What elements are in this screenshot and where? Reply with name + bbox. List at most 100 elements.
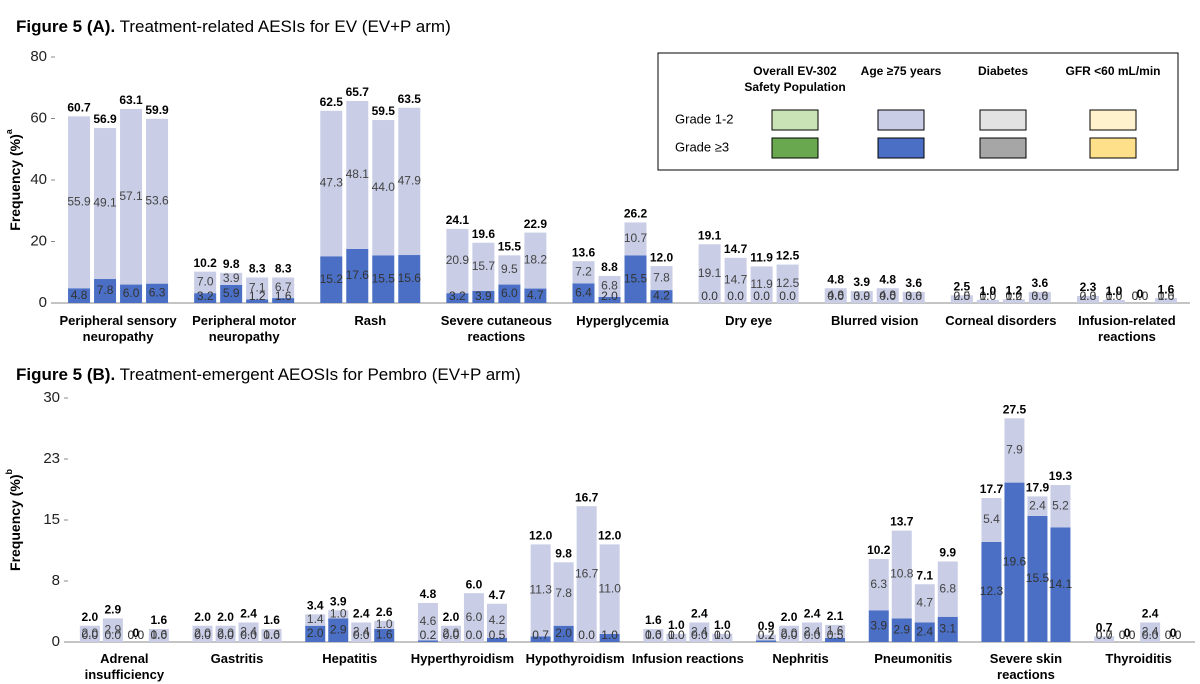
bar-grade-1-2 bbox=[440, 625, 461, 642]
bar-grade-3 bbox=[650, 290, 673, 303]
bar-grade-1-2 bbox=[976, 299, 999, 303]
total-label: 1.6 bbox=[263, 613, 280, 627]
value-label-grade-1-2: 5.2 bbox=[1052, 498, 1069, 512]
value-label-grade-3: 6.4 bbox=[575, 285, 592, 299]
bar-grade-3 bbox=[320, 256, 343, 303]
total-label: 19.6 bbox=[472, 227, 496, 241]
bar-grade-1-2 bbox=[572, 261, 595, 284]
value-label-grade-3: 0.5 bbox=[489, 628, 506, 642]
value-label-grade-1-2: 53.6 bbox=[145, 193, 169, 207]
value-label-grade-1-2: 0.0 bbox=[1165, 628, 1182, 642]
value-label-grade-1-2: 20.9 bbox=[446, 253, 470, 267]
x-tick-label: Thyroiditis bbox=[1105, 651, 1172, 666]
value-label-grade-1-2: 49.1 bbox=[93, 196, 117, 210]
value-label-grade-1-2: 1.4 bbox=[307, 612, 324, 626]
bar-grade-3 bbox=[598, 296, 621, 303]
value-label-grade-1-2: 2.4 bbox=[804, 624, 821, 638]
bar-grade-1-2 bbox=[750, 266, 773, 303]
total-label: 2.3 bbox=[1080, 280, 1097, 294]
legend-header: Age ≥75 years bbox=[860, 64, 942, 78]
value-label-grade-3: 2.9 bbox=[893, 622, 910, 636]
bar-grade-3 bbox=[891, 618, 912, 642]
y-tick-label: 60 bbox=[30, 109, 47, 126]
bar-grade-1-2 bbox=[120, 108, 143, 285]
total-label: 19.1 bbox=[698, 228, 722, 242]
bar-grade-1-2 bbox=[937, 561, 958, 617]
total-label: 19.3 bbox=[1049, 469, 1073, 483]
total-label: 9.8 bbox=[223, 257, 240, 271]
value-label-grade-1-2: 2.3 bbox=[1080, 289, 1097, 303]
bar-grade-1-2 bbox=[472, 242, 495, 292]
bar-grade-1-2 bbox=[553, 562, 574, 626]
x-tick-label: Blurred vision bbox=[831, 313, 919, 328]
y-tick-label: 23 bbox=[43, 450, 60, 467]
x-tick-label: Peripheral sensory neuropathy bbox=[59, 313, 177, 344]
y-axis-label-sup: a bbox=[4, 128, 14, 134]
value-label-grade-1-2: 6.8 bbox=[939, 581, 956, 595]
x-tick-label: Severe cutaneous reactions bbox=[440, 313, 553, 344]
value-label-grade-3: 6.0 bbox=[123, 286, 140, 300]
total-label: 2.0 bbox=[781, 610, 798, 624]
value-label-grade-1-2: 6.7 bbox=[275, 280, 292, 294]
legend-swatch bbox=[877, 109, 925, 131]
value-label-grade-1-2: 19.1 bbox=[698, 266, 722, 280]
value-label-grade-1-2: 7.8 bbox=[653, 270, 670, 284]
bar-grade-1-2 bbox=[598, 275, 621, 297]
value-label-grade-1-2: 14.7 bbox=[724, 273, 748, 287]
bar-grade-1-2 bbox=[94, 128, 117, 280]
value-label-grade-3: 0.2 bbox=[420, 628, 437, 642]
total-label: 3.6 bbox=[1031, 276, 1048, 290]
value-label-grade-3: 0.0 bbox=[240, 628, 257, 642]
value-label-grade-3: 3.1 bbox=[939, 622, 956, 636]
total-label: 2.6 bbox=[376, 605, 393, 619]
bar-grade-1-2 bbox=[643, 628, 664, 642]
bar-grade-1-2 bbox=[902, 291, 925, 303]
bar-grade-1-2 bbox=[824, 288, 847, 303]
x-tick-label: Gastritis bbox=[210, 651, 264, 666]
bar-grade-1-2 bbox=[238, 622, 259, 642]
x-tick-label: Hyperthyroidism bbox=[410, 651, 515, 666]
bar-grade-1-2 bbox=[320, 110, 343, 257]
total-label: 11.9 bbox=[750, 251, 773, 265]
total-label: 3.9 bbox=[853, 275, 870, 289]
total-label: 14.7 bbox=[724, 242, 748, 256]
value-label-grade-1-2: 3.9 bbox=[853, 289, 870, 303]
total-label: 24.1 bbox=[446, 213, 470, 227]
bar-grade-1-2 bbox=[486, 603, 507, 638]
total-label: 0 bbox=[1170, 626, 1177, 640]
value-label-grade-1-2: 2.9 bbox=[105, 622, 122, 636]
bar-grade-1-2 bbox=[498, 255, 521, 285]
value-label-grade-3: 0.0 bbox=[701, 289, 718, 303]
value-label-grade-1-2: 4.8 bbox=[879, 288, 896, 302]
value-label-grade-3: 0.0 bbox=[217, 628, 234, 642]
bar-grade-3 bbox=[372, 255, 395, 303]
bar-grade-1-2 bbox=[1154, 298, 1177, 303]
total-label: 16.7 bbox=[575, 490, 599, 504]
bar-grade-1-2 bbox=[146, 118, 169, 284]
value-label-grade-1-2: 1.6 bbox=[645, 628, 662, 642]
bar-grade-3 bbox=[194, 293, 217, 303]
y-tick-label: 15 bbox=[43, 511, 60, 528]
value-label-grade-1-2: 4.2 bbox=[489, 613, 506, 627]
bar-grade-1-2 bbox=[776, 264, 799, 303]
total-label: 2.5 bbox=[953, 279, 970, 293]
value-label-grade-1-2: 6.8 bbox=[601, 279, 618, 293]
bar-grade-1-2 bbox=[1050, 485, 1071, 528]
bar-grade-3 bbox=[1027, 515, 1048, 642]
total-label: 2.0 bbox=[194, 610, 211, 624]
bar-grade-3 bbox=[472, 291, 495, 303]
legend-swatch bbox=[979, 137, 1027, 159]
total-label: 13.7 bbox=[890, 515, 914, 529]
bar-grade-1-2 bbox=[868, 559, 889, 611]
total-label: 2.4 bbox=[691, 607, 708, 621]
x-tick-label: Pneumonitis bbox=[874, 651, 953, 666]
value-label-grade-1-2: 5.4 bbox=[983, 512, 1000, 526]
y-tick-label: 0 bbox=[39, 294, 47, 311]
total-label: 22.9 bbox=[524, 217, 548, 231]
bar-grade-1-2 bbox=[372, 120, 395, 256]
chart-title: Figure 5 (B). Treatment-emergent AEOSIs … bbox=[16, 365, 521, 384]
value-label-grade-3: 1.6 bbox=[376, 628, 393, 642]
value-label-grade-3: 3.2 bbox=[449, 289, 466, 303]
value-label-grade-3: 4.2 bbox=[653, 289, 670, 303]
